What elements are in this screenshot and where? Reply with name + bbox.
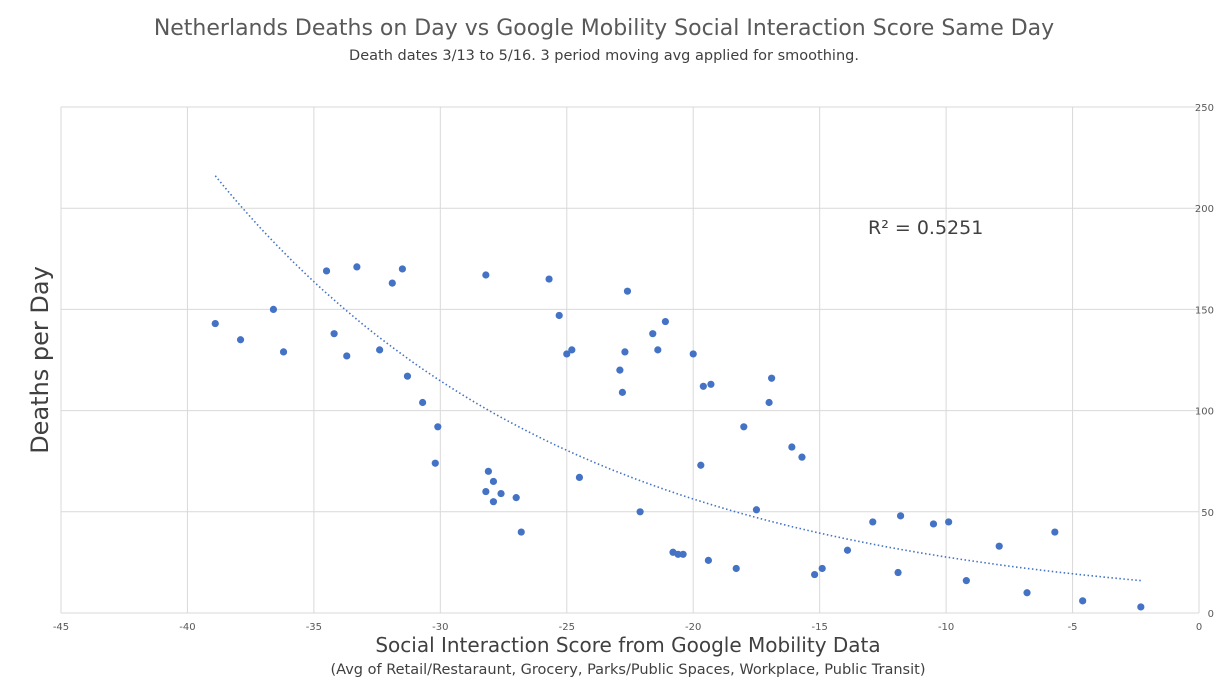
data-point bbox=[489, 477, 498, 486]
data-point bbox=[704, 556, 712, 564]
x-tick-label: -45 bbox=[53, 622, 69, 633]
x-tick-label: -25 bbox=[559, 622, 575, 633]
data-point bbox=[618, 388, 627, 396]
gridlines bbox=[60, 106, 1200, 614]
data-point bbox=[894, 568, 902, 577]
data-point bbox=[843, 546, 852, 554]
data-point bbox=[419, 398, 427, 407]
data-point bbox=[788, 443, 796, 451]
y-tick-label: 0 bbox=[1208, 609, 1214, 620]
r-squared-annotation: R² = 0.5251 bbox=[868, 217, 983, 239]
data-point bbox=[211, 319, 219, 328]
y-axis-label: Deaths per Day bbox=[26, 266, 54, 454]
data-point bbox=[740, 423, 748, 431]
data-point bbox=[896, 512, 905, 520]
data-point bbox=[654, 346, 662, 354]
data-point bbox=[679, 550, 687, 558]
data-point bbox=[353, 263, 361, 271]
data-point bbox=[929, 520, 938, 528]
data-point bbox=[568, 346, 576, 354]
data-point bbox=[732, 564, 740, 573]
data-point bbox=[497, 489, 505, 498]
data-point bbox=[699, 382, 707, 390]
data-point bbox=[388, 279, 396, 287]
data-point bbox=[636, 508, 644, 516]
x-axis-label: Social Interaction Score from Google Mob… bbox=[375, 633, 880, 657]
x-tick-label: -15 bbox=[811, 622, 827, 633]
data-point bbox=[403, 372, 412, 380]
data-point bbox=[621, 348, 629, 356]
data-point bbox=[674, 550, 682, 558]
data-point bbox=[768, 374, 776, 382]
data-point bbox=[279, 348, 288, 356]
data-point bbox=[765, 398, 773, 407]
y-tick-label: 200 bbox=[1195, 204, 1214, 215]
data-point bbox=[575, 473, 584, 481]
chart-subtitle: Death dates 3/13 to 5/16. 3 period movin… bbox=[349, 48, 859, 64]
data-point bbox=[431, 459, 439, 467]
data-point bbox=[616, 366, 624, 374]
data-point bbox=[322, 267, 331, 275]
x-axis-sublabel: (Avg of Retail/Restaraunt, Grocery, Park… bbox=[331, 662, 926, 678]
x-tick-label: 0 bbox=[1196, 622, 1202, 633]
chart-title: Netherlands Deaths on Day vs Google Mobi… bbox=[154, 16, 1054, 41]
data-point bbox=[482, 487, 490, 496]
y-tick-label: 50 bbox=[1201, 508, 1214, 519]
x-tick-label: -40 bbox=[179, 622, 195, 633]
data-point bbox=[1079, 597, 1087, 605]
data-point bbox=[343, 352, 351, 360]
y-tick-label: 250 bbox=[1195, 103, 1214, 114]
y-axis-ticks: 0 50 100 150 200 250 bbox=[1195, 103, 1214, 620]
data-point bbox=[489, 498, 498, 506]
data-point bbox=[707, 380, 715, 388]
y-tick-label: 150 bbox=[1195, 305, 1214, 316]
data-point bbox=[811, 570, 819, 579]
data-point bbox=[818, 564, 826, 573]
x-tick-label: -10 bbox=[938, 622, 954, 633]
data-point bbox=[545, 275, 553, 283]
data-point bbox=[269, 305, 278, 313]
data-point bbox=[330, 330, 338, 338]
data-point bbox=[1137, 603, 1145, 611]
data-point bbox=[962, 577, 970, 585]
x-axis-ticks: -45 -40 -35 -30 -25 -20 -15 -10 -5 0 bbox=[53, 622, 1202, 633]
data-point bbox=[752, 506, 761, 514]
trendline bbox=[214, 175, 1141, 582]
data-point bbox=[482, 271, 490, 279]
data-point bbox=[563, 350, 571, 358]
data-point bbox=[945, 518, 953, 526]
data-point bbox=[1051, 528, 1059, 536]
data-point bbox=[512, 494, 520, 502]
x-tick-label: -5 bbox=[1068, 622, 1078, 633]
data-point bbox=[697, 461, 705, 469]
x-tick-label: -35 bbox=[306, 622, 322, 633]
data-point bbox=[555, 311, 563, 320]
data-point bbox=[1023, 589, 1031, 597]
data-point bbox=[869, 518, 877, 526]
data-point bbox=[623, 287, 632, 295]
data-point bbox=[398, 265, 406, 273]
x-tick-label: -20 bbox=[685, 622, 701, 633]
data-point bbox=[689, 350, 697, 358]
data-point bbox=[484, 467, 492, 475]
data-point bbox=[434, 423, 442, 431]
data-point bbox=[661, 317, 670, 326]
data-point bbox=[376, 346, 384, 354]
data-point bbox=[995, 542, 1003, 550]
data-point bbox=[798, 453, 806, 461]
x-tick-label: -30 bbox=[432, 622, 448, 633]
data-points bbox=[211, 263, 1145, 611]
data-point bbox=[517, 528, 525, 536]
y-tick-label: 100 bbox=[1195, 407, 1214, 418]
data-point bbox=[236, 336, 245, 344]
data-point bbox=[649, 330, 657, 338]
